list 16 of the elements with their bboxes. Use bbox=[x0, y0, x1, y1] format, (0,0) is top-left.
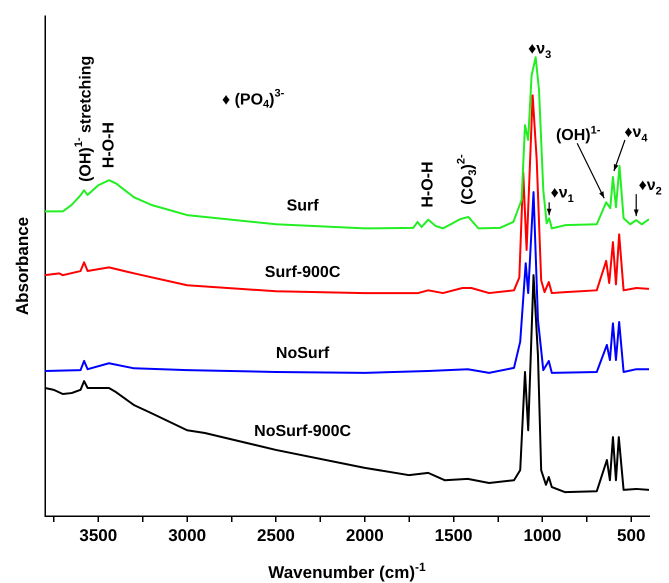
annotation: H-O-H bbox=[420, 161, 437, 208]
x-tick-label: 2000 bbox=[346, 526, 384, 545]
series-label: NoSurf-900C bbox=[254, 422, 352, 440]
annotation: H-O-H bbox=[100, 122, 118, 168]
series-label: NoSurf bbox=[276, 344, 330, 362]
x-tick-label: 2500 bbox=[257, 526, 295, 545]
x-tick-label: 1000 bbox=[524, 526, 562, 545]
annotation: (OH)1- stretching bbox=[73, 56, 94, 182]
x-tick-label: 3500 bbox=[79, 526, 118, 545]
x-tick-label: 3000 bbox=[168, 526, 206, 545]
series-label: Surf-900C bbox=[264, 264, 341, 282]
x-tick-label: 1500 bbox=[434, 526, 472, 545]
y-axis-title: Absorbance bbox=[13, 216, 32, 316]
series-label: Surf bbox=[286, 197, 320, 214]
annotation: (CO3)2- bbox=[456, 154, 479, 205]
x-tick-label: 500 bbox=[617, 526, 646, 545]
